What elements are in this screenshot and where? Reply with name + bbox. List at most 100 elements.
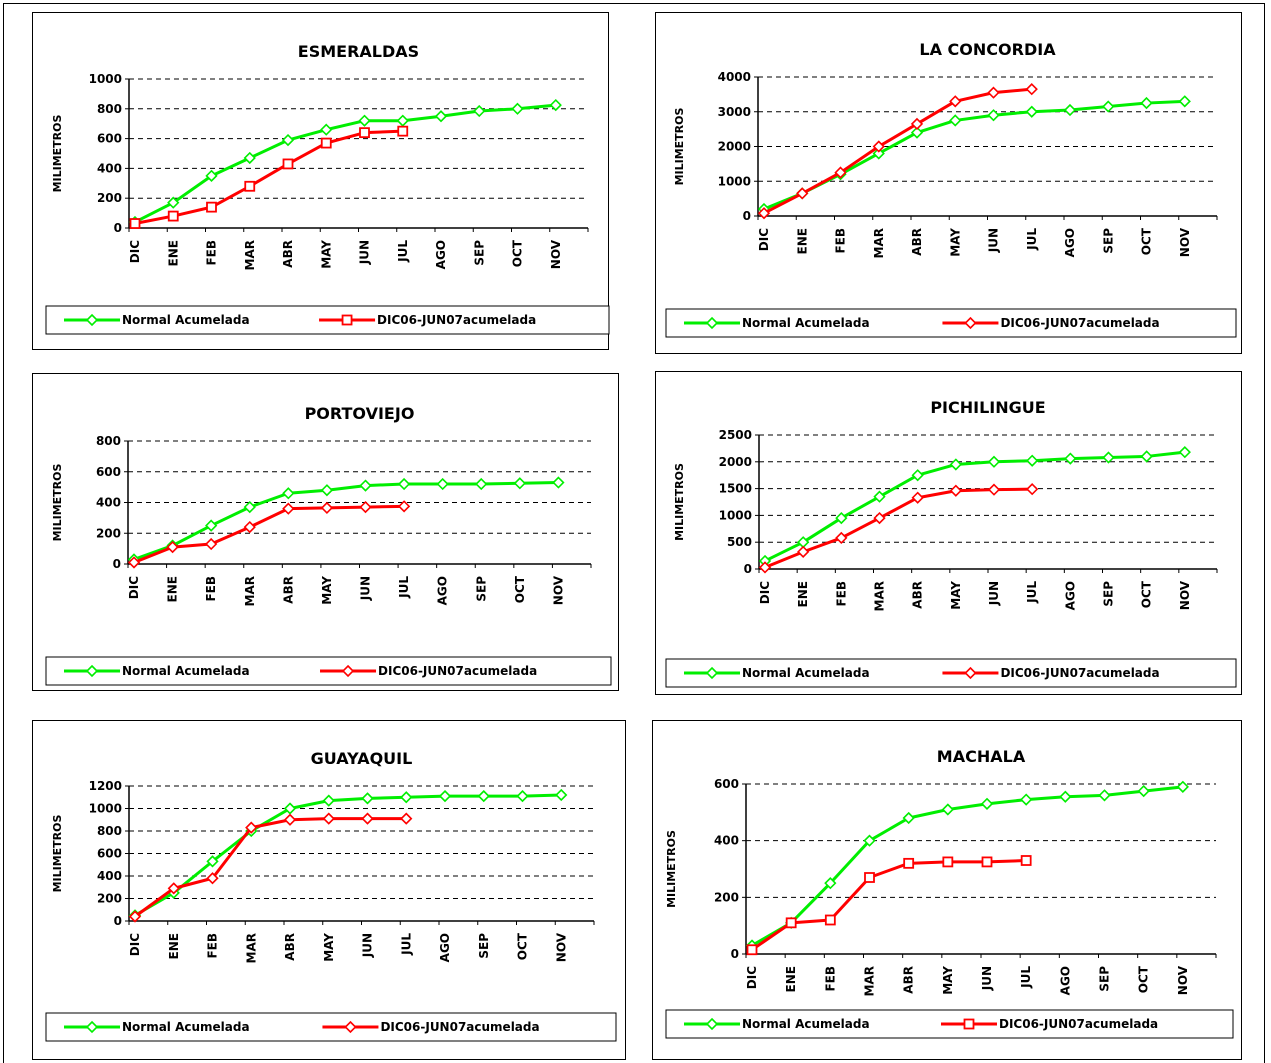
data-point	[206, 855, 219, 868]
x-tick-label: DIC	[128, 933, 142, 956]
legend: Normal Acumelada DIC06-JUN07acumelada	[45, 656, 612, 686]
series-line	[764, 450, 1186, 563]
y-tick-label: 1000	[718, 174, 751, 188]
x-tick-label: ENE	[796, 581, 810, 607]
data-point	[516, 789, 529, 803]
x-tick-label: ABR	[281, 576, 295, 604]
x-tick-label: MAY	[322, 933, 336, 962]
y-tick-label: 1000	[89, 72, 122, 86]
data-point	[981, 856, 993, 868]
data-point	[1059, 790, 1072, 803]
x-tick-label: NOV	[1176, 965, 1190, 995]
data-point	[1020, 855, 1032, 866]
series-normal	[745, 780, 1189, 952]
legend: Normal Acumelada DIC06-JUN07acumelada	[665, 1009, 1234, 1039]
x-tick-label: JUN	[980, 966, 994, 991]
data-point	[1137, 784, 1150, 798]
legend-label: Normal Acumelada	[122, 1020, 250, 1034]
x-tick-label: SEP	[1101, 228, 1115, 254]
data-point	[361, 812, 374, 825]
data-point	[1102, 451, 1115, 464]
legend-label: DIC06-JUN07acumelada	[1000, 316, 1159, 330]
y-tick-label: 1200	[89, 779, 122, 793]
series-line	[133, 504, 405, 564]
y-tick-label: 1500	[719, 482, 752, 496]
data-point	[873, 490, 886, 503]
x-tick-label: MAY	[319, 240, 333, 269]
y-tick-label: 400	[97, 161, 122, 175]
y-tick-label: 400	[96, 496, 121, 510]
x-tick-label: SEP	[1102, 581, 1116, 607]
legend-entry-normal: Normal Acumelada	[64, 1020, 250, 1034]
y-tick-label: 200	[96, 526, 121, 540]
data-point	[987, 483, 1001, 496]
x-tick-label: ABR	[911, 581, 925, 609]
x-tick-label: FEB	[206, 933, 220, 959]
chart-svg: PICHILINGUE MILIMETROS 0 500 1000 1500 2000 250…	[665, 398, 1237, 688]
x-tick-label: MAY	[948, 228, 962, 257]
x-tick-label: MAY	[949, 581, 963, 610]
series-line	[764, 487, 1033, 569]
data-point	[949, 458, 962, 471]
data-point	[359, 127, 370, 139]
data-point	[824, 914, 836, 926]
x-tick-label: AGO	[1063, 228, 1077, 257]
legend-marker	[964, 316, 977, 330]
y-tick-label: 600	[97, 847, 122, 861]
x-tick-label: AGO	[436, 576, 450, 605]
series-line	[134, 103, 556, 224]
legend-marker	[705, 316, 719, 330]
page-frame	[3, 3, 1265, 1063]
x-tick-label: SEP	[474, 576, 488, 602]
x-tick-label: AGO	[434, 240, 448, 269]
legend-marker	[964, 666, 977, 680]
data-point	[1063, 103, 1077, 117]
x-tick-label: OCT	[1140, 580, 1154, 608]
data-point	[911, 469, 924, 482]
y-tick-label: 0	[743, 209, 751, 223]
x-tick-label: JUN	[359, 576, 373, 601]
data-point	[902, 811, 915, 825]
data-point	[322, 812, 335, 825]
x-tick-label: JUN	[987, 228, 1001, 253]
y-tick-label: 400	[97, 869, 122, 883]
y-tick-label: 0	[114, 221, 122, 235]
x-tick-label: DIC	[757, 228, 771, 251]
data-point	[910, 126, 924, 139]
x-tick-label: NOV	[1178, 227, 1192, 257]
x-tick-label: NOV	[1178, 580, 1192, 610]
legend-label: DIC06-JUN07acumelada	[1000, 666, 1159, 680]
y-tick-label: 2000	[718, 140, 751, 154]
legend-marker	[85, 313, 99, 327]
data-point	[785, 917, 797, 929]
series-line	[763, 99, 1185, 211]
data-point	[796, 187, 809, 200]
x-tick-label: MAY	[320, 576, 334, 605]
data-point	[980, 797, 994, 810]
y-tick-label: 800	[96, 434, 121, 448]
x-tick-label: JUN	[358, 240, 372, 265]
data-point	[322, 794, 335, 807]
legend-entry-normal: Normal Acumelada	[684, 1017, 870, 1031]
legend-label: DIC06-JUN07acumelada	[999, 1017, 1158, 1031]
x-tick-label: AGO	[1058, 966, 1072, 995]
data-point	[942, 856, 954, 868]
data-point	[1102, 100, 1115, 113]
legend: Normal Acumelada DIC06-JUN07acumelada	[45, 305, 610, 335]
y-tick-label: 2500	[719, 428, 752, 442]
series-actual	[128, 812, 413, 923]
y-axis-label: MILIMETROS	[51, 115, 64, 193]
series-line	[763, 87, 1032, 215]
data-point	[824, 877, 837, 890]
legend-marker	[341, 664, 355, 678]
x-tick-label: JUL	[1025, 228, 1039, 251]
data-point	[1140, 450, 1153, 463]
x-tick-label: MAY	[941, 966, 955, 995]
x-tick-label: MAR	[872, 228, 886, 258]
legend-marker	[963, 1018, 975, 1030]
y-tick-label: 1000	[719, 508, 752, 522]
legend-label: Normal Acumelada	[122, 664, 250, 678]
y-tick-label: 800	[97, 824, 122, 838]
x-tick-label: JUL	[396, 240, 410, 263]
series-line	[751, 785, 1183, 947]
